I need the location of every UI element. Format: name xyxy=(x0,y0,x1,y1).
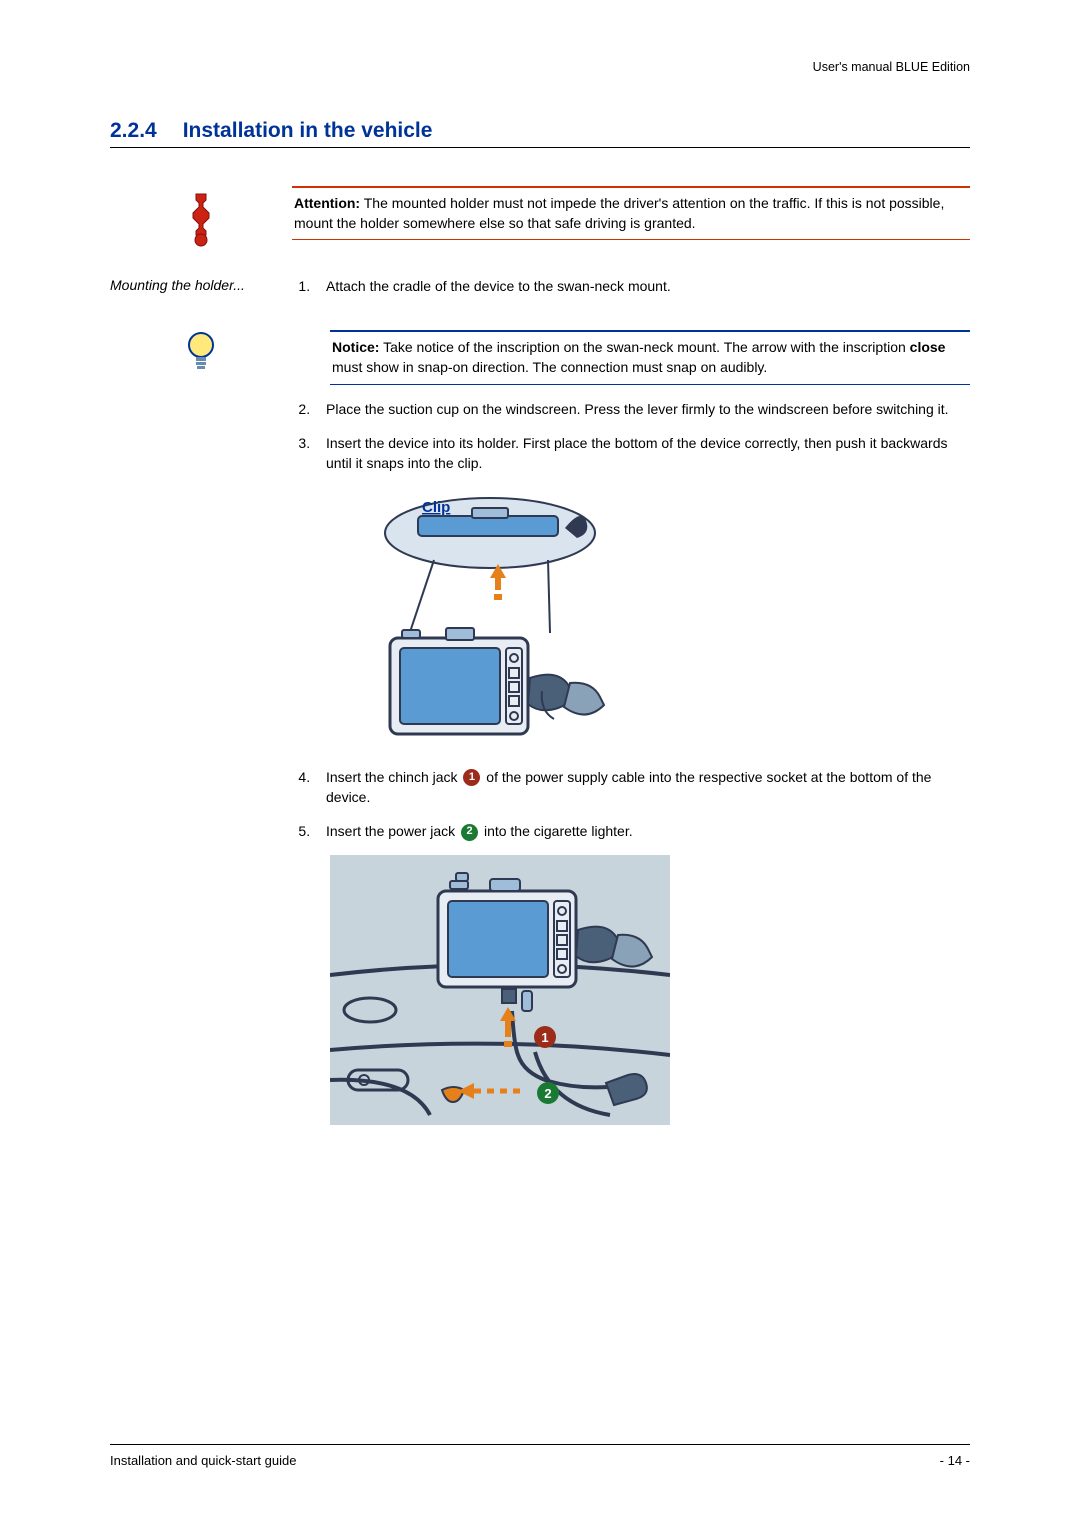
section-number: 2.2.4 xyxy=(110,119,157,143)
clip-label: Clip xyxy=(422,499,450,516)
attention-row: Attention: The mounted holder must not i… xyxy=(110,186,970,262)
footer-right: - 14 - xyxy=(940,1453,970,1468)
mounting-row: Mounting the holder... Attach the cradle… xyxy=(110,276,970,310)
step-1: Attach the cradle of the device to the s… xyxy=(314,276,970,296)
footer-left: Installation and quick-start guide xyxy=(110,1453,296,1468)
attention-icon xyxy=(186,192,216,248)
attention-text: The mounted holder must not impede the d… xyxy=(294,195,944,231)
step-list-3: Insert the chinch jack 1 of the power su… xyxy=(292,767,970,842)
section-title-text: Installation in the vehicle xyxy=(183,119,433,143)
step-5: Insert the power jack 2 into the cigaret… xyxy=(314,821,970,841)
step5-b: into the cigarette lighter. xyxy=(480,823,633,839)
attention-box: Attention: The mounted holder must not i… xyxy=(292,186,970,240)
notice-box: Notice: Take notice of the inscription o… xyxy=(330,330,970,384)
figure-dashboard: 1 2 xyxy=(330,855,970,1128)
notice-bold: close xyxy=(910,339,946,355)
bulb-icon xyxy=(185,330,217,374)
notice-row: Notice: Take notice of the inscription o… xyxy=(110,324,970,1144)
header-right: User's manual BLUE Edition xyxy=(110,60,970,74)
notice-t1: Take notice of the inscription on the sw… xyxy=(379,339,909,355)
page-footer: Installation and quick-start guide - 14 … xyxy=(110,1444,970,1468)
notice-label: Notice: xyxy=(332,339,379,355)
marker-2: 2 xyxy=(461,824,478,841)
step-3: Insert the device into its holder. First… xyxy=(314,433,970,474)
figure-clip: Clip xyxy=(330,488,970,751)
fig2-marker-1: 1 xyxy=(541,1030,548,1045)
notice-t2: must show in snap-on direction. The conn… xyxy=(332,359,767,375)
step-list-1: Attach the cradle of the device to the s… xyxy=(292,276,970,296)
fig2-marker-2: 2 xyxy=(544,1086,551,1101)
marker-1: 1 xyxy=(463,769,480,786)
sidenote-mounting: Mounting the holder... xyxy=(110,276,282,295)
section-heading: 2.2.4 Installation in the vehicle xyxy=(110,119,970,148)
step5-a: Insert the power jack xyxy=(326,823,459,839)
attention-label: Attention: xyxy=(294,195,360,211)
step-2: Place the suction cup on the windscreen.… xyxy=(314,399,970,419)
step-4: Insert the chinch jack 1 of the power su… xyxy=(314,767,970,808)
step4-a: Insert the chinch jack xyxy=(326,769,461,785)
step-list-2: Place the suction cup on the windscreen.… xyxy=(292,399,970,474)
